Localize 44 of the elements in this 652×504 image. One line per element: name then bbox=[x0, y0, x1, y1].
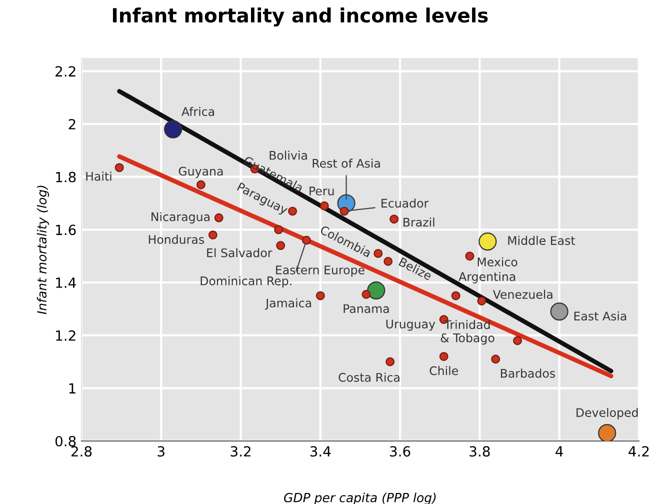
annotation: El Salvador bbox=[207, 248, 272, 258]
x-tick-label: 3.4 bbox=[310, 446, 331, 457]
y-axis-title: Infant mortality (log) bbox=[36, 186, 49, 314]
x-tick-label: 3 bbox=[158, 446, 164, 457]
x-tick-label: 4 bbox=[556, 446, 563, 456]
x-tick-label: 2.8 bbox=[71, 446, 92, 457]
annotation: Haiti bbox=[86, 172, 112, 181]
annotation: Peru bbox=[310, 186, 334, 196]
annotation: Venezuela bbox=[492, 290, 552, 299]
y-tick-label: 0.8 bbox=[55, 436, 76, 446]
annotation: Trinidad & Tobago bbox=[440, 320, 494, 345]
y-tick-label: 1 bbox=[69, 383, 76, 394]
annotation: Africa bbox=[182, 106, 214, 116]
chart-title: Infant mortality and income levels bbox=[112, 8, 488, 27]
annotation: Costa Rica bbox=[338, 372, 400, 382]
annotation: Dominican Rep. bbox=[200, 276, 292, 288]
x-tick-label: 3.2 bbox=[230, 446, 250, 457]
annotation: Barbados bbox=[500, 368, 555, 378]
annotation: Rest of Asia bbox=[312, 158, 380, 168]
annotation: Panama bbox=[344, 304, 389, 314]
point bbox=[598, 424, 616, 441]
annotation: Honduras bbox=[148, 234, 204, 244]
y-tick-label: 1.2 bbox=[56, 330, 76, 341]
x-tick-label: 3.6 bbox=[390, 446, 410, 457]
annotation: Uruguay bbox=[386, 320, 436, 331]
y-tick-label: 2.2 bbox=[56, 66, 76, 76]
annotation: Guyana bbox=[178, 166, 223, 178]
x-tick-label: 4.2 bbox=[628, 446, 649, 456]
annotation: Middle East bbox=[508, 236, 576, 245]
y-tick-label: 1.4 bbox=[56, 278, 76, 288]
y-tick-label: 2 bbox=[68, 118, 76, 130]
annotation: East Asia bbox=[574, 311, 626, 321]
annotation: Brazil bbox=[404, 218, 434, 227]
y-tick-label: 1.6 bbox=[56, 224, 76, 236]
y-tick-label: 1.8 bbox=[56, 172, 76, 182]
annotation: Eastern Europe bbox=[276, 266, 364, 277]
x-tick-label: 3.8 bbox=[470, 446, 490, 457]
annotation: Chile bbox=[430, 366, 458, 376]
annotation: Mexico bbox=[478, 257, 518, 266]
annotation: Nicaragua bbox=[152, 212, 210, 224]
annotation: Jamaica bbox=[265, 298, 312, 310]
annotation: Ecuador bbox=[382, 198, 429, 208]
annotation: Argentina bbox=[458, 272, 516, 284]
annotation: Developed bbox=[576, 408, 638, 420]
